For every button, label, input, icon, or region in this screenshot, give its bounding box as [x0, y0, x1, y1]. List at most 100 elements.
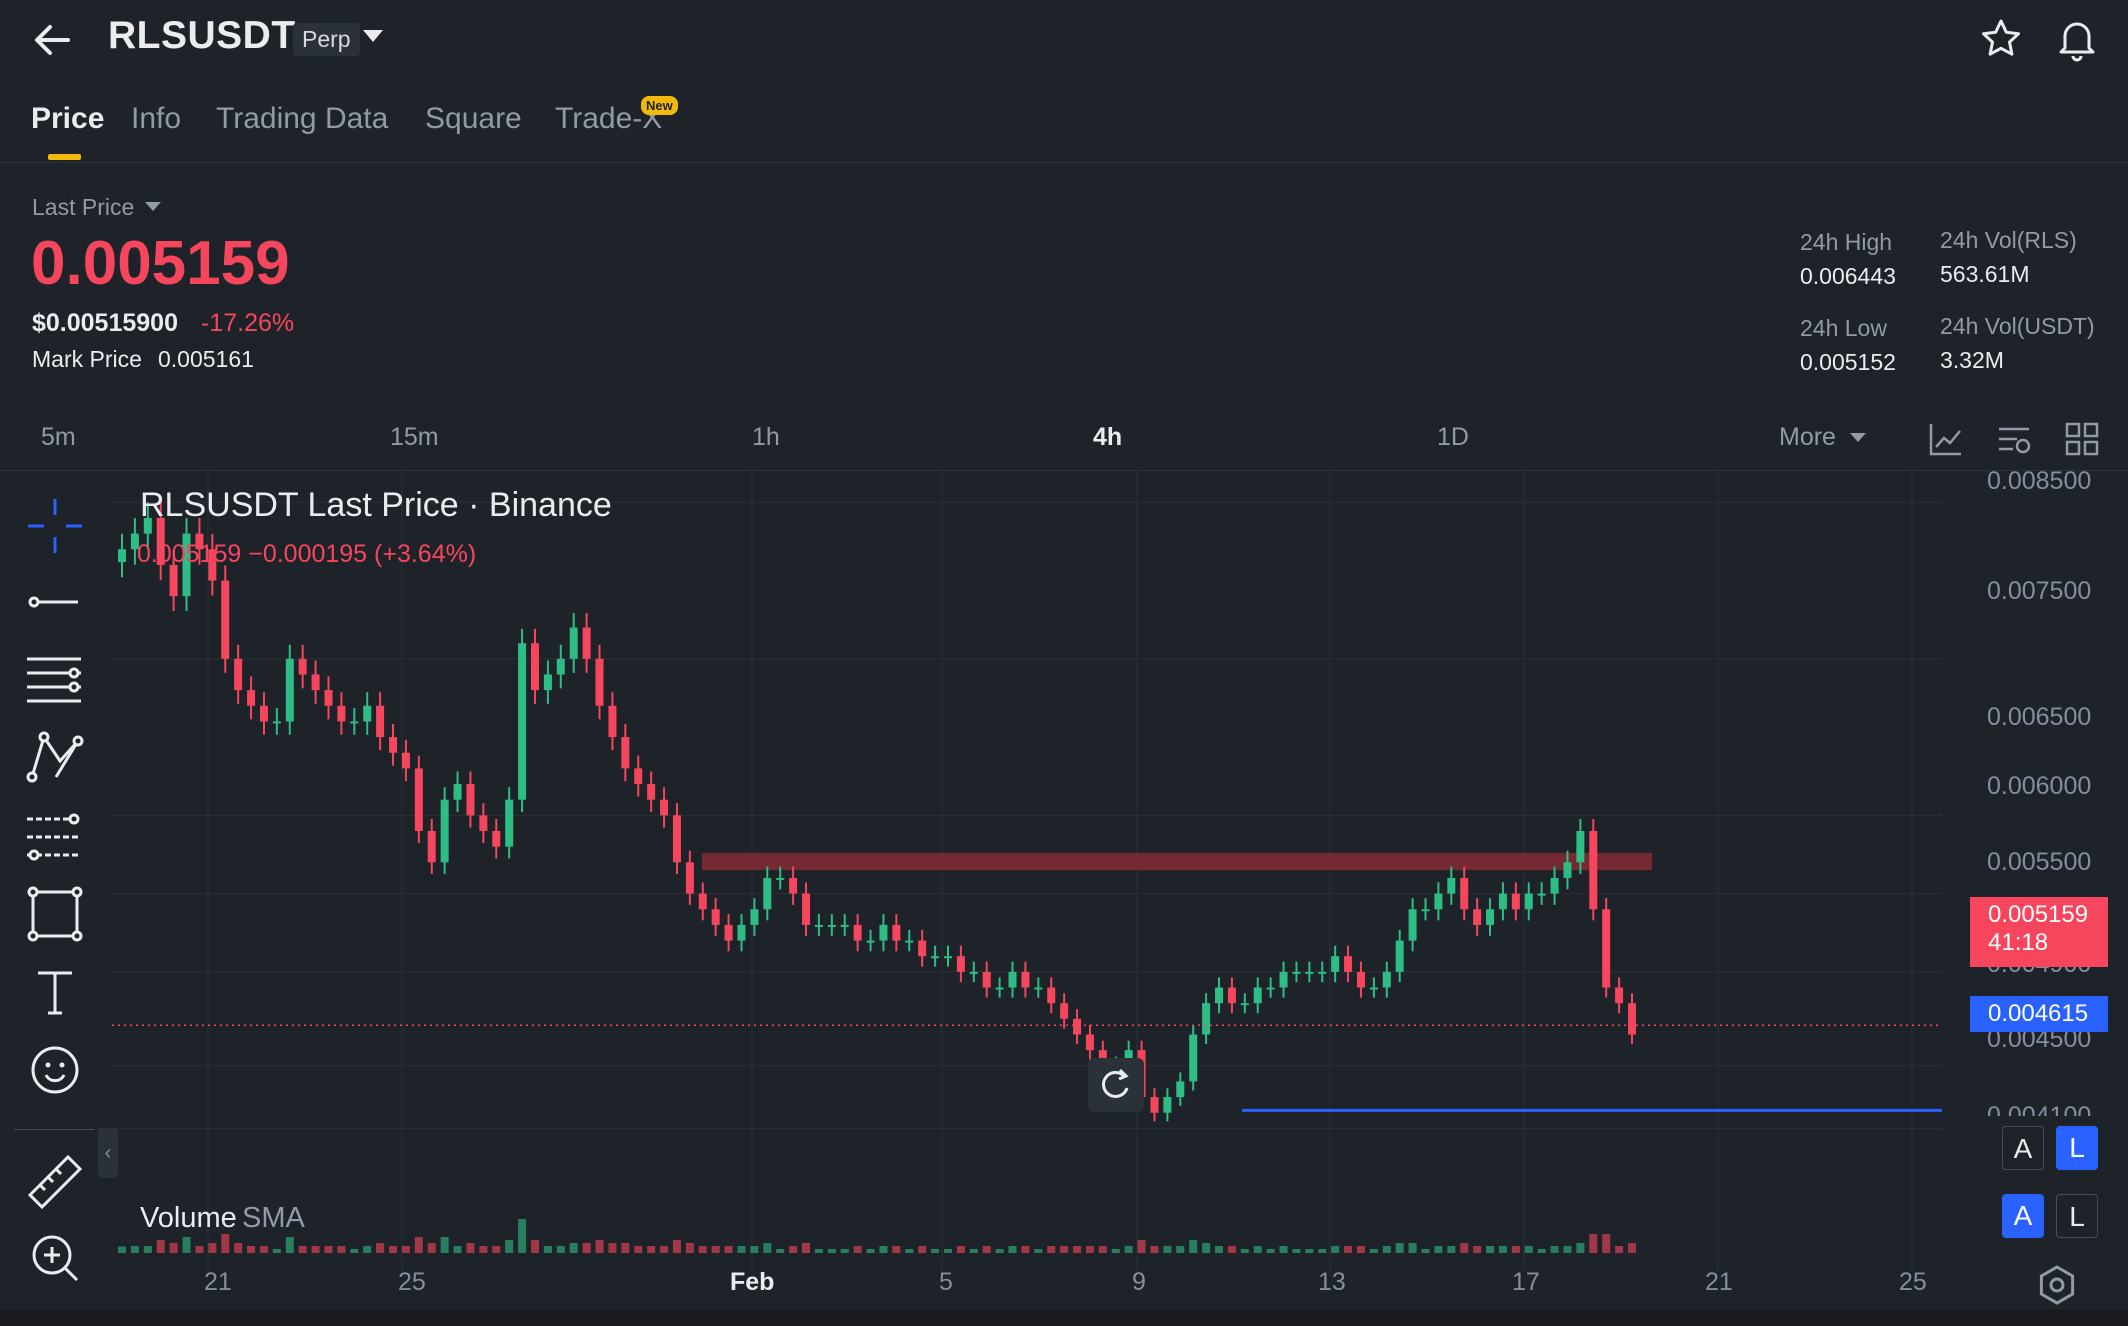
volume-bar — [1137, 1240, 1146, 1253]
candle-body — [182, 533, 191, 597]
volume-bar — [492, 1246, 501, 1253]
divider — [0, 470, 2128, 471]
layout-grid-icon[interactable] — [2064, 421, 2100, 457]
parallel-lines-icon[interactable] — [24, 649, 86, 711]
chart-legend-values: 0.005159 −0.000195 (+3.64%) — [137, 540, 477, 568]
volume-bar — [1369, 1249, 1378, 1253]
tab-trading-data[interactable]: Trading Data — [216, 102, 389, 135]
timeframe-4h[interactable]: 4h — [1093, 423, 1123, 451]
volume-log-l-button[interactable]: L — [2056, 1194, 2098, 1238]
timeframe-1h[interactable]: 1h — [752, 423, 780, 451]
last-price-selector[interactable]: Last Price — [32, 194, 135, 220]
volume-bar — [1215, 1246, 1224, 1253]
volume-autoscale-a-button[interactable]: A — [2002, 1194, 2044, 1238]
candle-body — [518, 643, 527, 800]
volume-bar — [1292, 1249, 1301, 1253]
candle-body — [582, 627, 591, 659]
tab-price[interactable]: Price — [31, 102, 105, 135]
candle-body — [337, 705, 346, 722]
candle-body — [259, 705, 268, 722]
volume-bar — [247, 1246, 256, 1253]
volume-bar — [1124, 1246, 1133, 1253]
volume-bar — [569, 1243, 578, 1253]
volume-bar — [1047, 1246, 1056, 1253]
date-tick: 13 — [1318, 1268, 1346, 1296]
back-arrow-icon[interactable] — [28, 18, 78, 62]
candle-body — [1511, 893, 1520, 910]
volume-bar — [660, 1246, 669, 1253]
active-tab-indicator — [48, 154, 81, 160]
candle-body — [789, 877, 798, 894]
chart-settings-icon[interactable] — [1996, 421, 2032, 457]
fib-icon[interactable] — [24, 805, 86, 867]
candle-body — [569, 627, 578, 659]
candle-body — [505, 799, 514, 847]
candle-body — [1408, 909, 1417, 941]
symbol-title[interactable]: RLSUSDT — [108, 14, 296, 57]
high-24h-value: 0.006443 — [1800, 263, 1896, 289]
tab-square[interactable]: Square — [425, 102, 522, 135]
volume-bar — [1382, 1246, 1391, 1253]
candle-body — [1602, 909, 1611, 988]
candle-body — [905, 940, 914, 943]
candle-body — [698, 893, 707, 910]
volume-bar — [582, 1243, 591, 1253]
tab-info[interactable]: Info — [131, 102, 182, 135]
candle-body — [1176, 1081, 1185, 1098]
volume-bar — [1111, 1249, 1120, 1253]
volume-bar — [1253, 1246, 1262, 1253]
pattern-icon[interactable] — [24, 727, 86, 789]
candle-body — [234, 658, 243, 691]
volume-bar — [1021, 1246, 1030, 1253]
candlestick-chart[interactable] — [112, 471, 1962, 1276]
crosshair-icon[interactable] — [24, 495, 86, 557]
volume-bar — [982, 1246, 991, 1253]
chart-settings-gear-icon[interactable] — [2034, 1262, 2080, 1308]
autoscale-a-button[interactable]: A — [2002, 1126, 2044, 1170]
candle-body — [1240, 1003, 1249, 1006]
timeframe-1d[interactable]: 1D — [1437, 423, 1469, 451]
volume-bar — [1163, 1246, 1172, 1253]
volume-bar — [337, 1246, 346, 1253]
contract-type-badge: Perp — [293, 23, 360, 56]
bell-icon[interactable] — [2054, 14, 2100, 62]
price-tick: 0.006000 — [1987, 772, 2092, 800]
volume-bar — [672, 1240, 681, 1253]
candle-body — [1356, 971, 1365, 988]
candle-body — [634, 768, 643, 785]
candle-body — [1395, 940, 1404, 972]
emoji-icon[interactable] — [24, 1039, 86, 1101]
chevron-down-icon[interactable] — [363, 30, 383, 42]
price-tick: 0.004100 — [1987, 1102, 2092, 1116]
timeframe-5m[interactable]: 5m — [41, 423, 76, 451]
ruler-icon[interactable] — [24, 1151, 86, 1213]
chart-legend-title: RLSUSDT Last Price · Binance — [140, 486, 612, 524]
candle-body — [750, 909, 759, 925]
volume-bar — [1189, 1240, 1198, 1253]
volume-bar — [698, 1246, 707, 1253]
timeframe-more[interactable]: More — [1779, 423, 1836, 451]
collapse-toolbar-button[interactable]: ‹ — [98, 1128, 118, 1178]
volume-bar — [285, 1237, 294, 1253]
trend-line-icon[interactable] — [24, 571, 86, 633]
log-scale-l-button[interactable]: L — [2056, 1126, 2098, 1170]
candle-body — [1589, 831, 1598, 910]
zoom-in-icon[interactable] — [24, 1227, 86, 1289]
low-24h-label: 24h Low — [1800, 315, 1887, 341]
volume-sma-label: SMA — [242, 1202, 305, 1234]
timeframe-15m[interactable]: 15m — [390, 423, 439, 451]
caret-down-icon[interactable] — [1850, 433, 1866, 442]
indicator-icon[interactable] — [1928, 421, 1964, 457]
volume-bar — [1008, 1246, 1017, 1253]
volume-bar — [466, 1243, 475, 1253]
star-icon[interactable] — [1978, 16, 2024, 62]
rectangle-icon[interactable] — [24, 883, 86, 945]
candle-body — [660, 799, 669, 816]
reset-chart-button[interactable] — [1088, 1058, 1144, 1112]
volume-bar — [995, 1249, 1004, 1253]
text-icon[interactable] — [24, 961, 86, 1023]
candle-body — [492, 831, 501, 847]
candle-body — [1628, 1003, 1636, 1035]
candle-body — [363, 705, 372, 722]
caret-down-icon[interactable] — [145, 202, 161, 211]
